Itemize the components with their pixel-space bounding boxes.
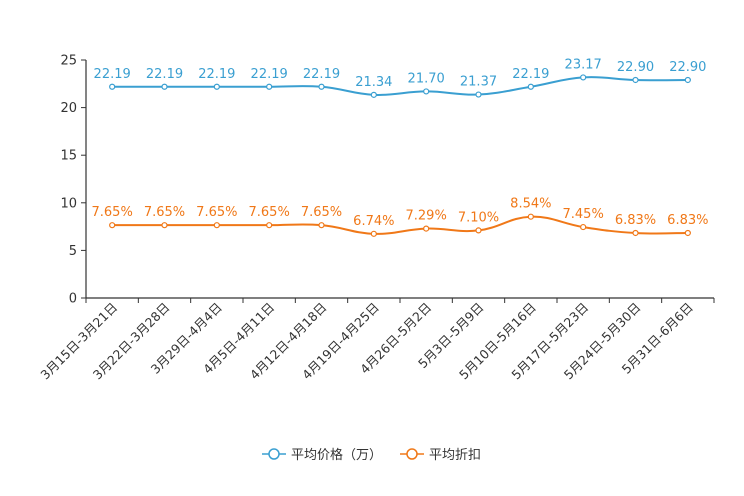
series-line [112, 76, 688, 96]
data-point[interactable] [266, 83, 273, 90]
data-point[interactable] [161, 222, 168, 229]
data-label: 22.19 [94, 67, 131, 82]
series-0: 22.19 22.19 22.19 22.19 22.19 21.34 21.70 21.37… [94, 57, 706, 98]
data-label: 22.19 [146, 67, 183, 82]
series-line [112, 215, 688, 235]
data-label: 21.34 [355, 75, 392, 90]
data-point[interactable] [161, 83, 168, 90]
data-label: 7.10% [458, 210, 499, 225]
data-label: 6.74% [353, 214, 394, 229]
data-point[interactable] [527, 83, 534, 90]
data-point[interactable] [318, 222, 325, 229]
data-label: 21.37 [460, 75, 497, 90]
data-point[interactable] [684, 76, 691, 84]
y-tick-label: 25 [60, 54, 77, 69]
data-point[interactable] [632, 76, 639, 84]
data-point[interactable] [318, 83, 325, 90]
data-label: 7.65% [196, 205, 237, 220]
data-point[interactable] [475, 91, 482, 98]
legend-item-1[interactable]: 平均折扣 [400, 448, 481, 463]
legend-marker-icon [268, 448, 280, 460]
y-tick-label: 20 [60, 101, 77, 116]
data-point[interactable] [423, 88, 430, 95]
legend-label: 平均折扣 [429, 448, 481, 463]
y-tick-label: 5 [69, 244, 77, 259]
data-label: 7.65% [92, 205, 133, 220]
data-label: 7.29% [406, 209, 447, 224]
data-point[interactable] [527, 213, 534, 220]
y-tick-label: 15 [60, 149, 77, 164]
data-point[interactable] [632, 229, 639, 237]
data-label: 22.90 [617, 60, 654, 75]
data-point[interactable] [109, 83, 116, 90]
legend-item-0[interactable]: 平均价格（万） [262, 447, 382, 463]
series-layer: 22.19 22.19 22.19 22.19 22.19 21.34 21.70 21.37… [92, 57, 708, 237]
data-label: 7.65% [144, 205, 185, 220]
data-point[interactable] [370, 91, 377, 98]
data-point[interactable] [475, 227, 482, 234]
data-point[interactable] [580, 223, 587, 231]
data-label: 7.45% [563, 207, 604, 222]
legend-marker-icon [406, 448, 418, 460]
series-1: 7.65% 7.65% 7.65% 7.65% 7.65% 6.74% 7.29% 7.10%… [92, 197, 708, 237]
data-label: 8.54% [510, 197, 551, 212]
data-label: 22.90 [669, 60, 706, 75]
data-label: 6.83% [615, 213, 656, 228]
data-point[interactable] [109, 222, 116, 229]
data-label: 22.19 [198, 67, 235, 82]
data-point[interactable] [423, 225, 430, 232]
data-point[interactable] [684, 229, 691, 237]
legend-label: 平均价格（万） [291, 447, 382, 463]
data-point[interactable] [580, 74, 587, 81]
data-point[interactable] [266, 222, 273, 229]
data-label: 7.65% [301, 205, 342, 220]
y-tick-label: 0 [69, 292, 77, 307]
data-label: 21.70 [408, 71, 445, 86]
legend[interactable]: 平均价格（万） 平均折扣 [262, 447, 481, 463]
data-label: 22.19 [512, 67, 549, 82]
data-point[interactable] [213, 222, 220, 229]
y-tick-label: 10 [60, 196, 77, 211]
data-point[interactable] [213, 83, 220, 90]
data-point[interactable] [370, 230, 377, 237]
data-label: 22.19 [251, 67, 288, 82]
data-label: 23.17 [565, 57, 602, 72]
data-label: 7.65% [249, 205, 290, 220]
data-label: 22.19 [303, 67, 340, 82]
data-label: 6.83% [667, 213, 708, 228]
